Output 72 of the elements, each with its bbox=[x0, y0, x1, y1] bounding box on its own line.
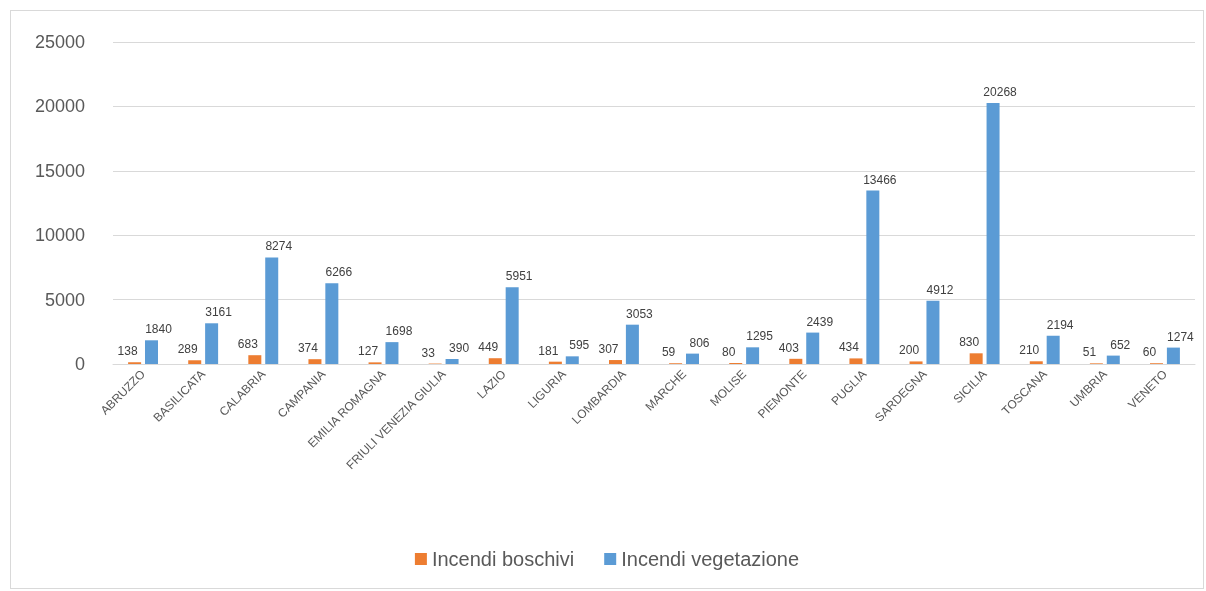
data-label: 80 bbox=[722, 344, 736, 359]
data-label: 374 bbox=[297, 341, 319, 356]
bar bbox=[385, 342, 399, 364]
data-label: 434 bbox=[838, 340, 860, 355]
data-label: 1274 bbox=[1167, 329, 1195, 344]
data-label: 595 bbox=[569, 338, 590, 353]
data-label: 13466 bbox=[863, 172, 897, 187]
data-label: 51 bbox=[1082, 345, 1097, 360]
bar bbox=[608, 360, 622, 364]
bar bbox=[445, 358, 459, 364]
bar bbox=[909, 361, 923, 364]
data-label: 390 bbox=[449, 340, 470, 355]
legend-label: Incendi boschivi bbox=[431, 548, 575, 570]
data-label: 4912 bbox=[926, 282, 954, 297]
data-label: 830 bbox=[959, 335, 980, 350]
data-label: 20268 bbox=[983, 84, 1018, 99]
bar bbox=[789, 358, 803, 364]
bar bbox=[188, 360, 202, 364]
y-tick-label: 20000 bbox=[34, 96, 85, 117]
data-label: 1840 bbox=[145, 322, 173, 337]
bar bbox=[969, 353, 983, 364]
bar bbox=[265, 257, 279, 364]
y-tick-label: 5000 bbox=[44, 289, 85, 310]
data-label: 8274 bbox=[265, 239, 293, 254]
data-label: 403 bbox=[778, 340, 800, 355]
data-label: 307 bbox=[598, 342, 619, 357]
bar bbox=[686, 353, 700, 364]
y-tick-label: 0 bbox=[74, 354, 85, 374]
bar bbox=[145, 340, 159, 364]
bar bbox=[205, 323, 219, 364]
bar bbox=[565, 356, 579, 364]
bar bbox=[806, 332, 820, 364]
data-label: 1295 bbox=[746, 329, 774, 344]
data-label: 60 bbox=[1142, 345, 1157, 360]
bar bbox=[849, 358, 863, 364]
bar bbox=[866, 190, 880, 364]
bar bbox=[625, 324, 639, 364]
data-label: 210 bbox=[1019, 343, 1040, 358]
data-label: 289 bbox=[177, 342, 199, 357]
bar bbox=[746, 347, 760, 364]
data-label: 200 bbox=[899, 343, 920, 358]
data-label: 1698 bbox=[385, 324, 413, 339]
bar bbox=[1029, 361, 1043, 364]
bar bbox=[1106, 355, 1120, 364]
data-label: 2194 bbox=[1046, 317, 1074, 332]
data-label: 449 bbox=[478, 340, 499, 355]
bar bbox=[986, 102, 1000, 364]
data-label: 2439 bbox=[806, 314, 834, 329]
data-label: 652 bbox=[1110, 337, 1131, 352]
data-label: 683 bbox=[237, 337, 259, 352]
legend-label: Incendi vegetazione bbox=[621, 548, 800, 570]
bar bbox=[1166, 347, 1180, 364]
data-label: 59 bbox=[661, 345, 676, 360]
y-tick-label: 25000 bbox=[34, 32, 85, 52]
data-label: 33 bbox=[421, 345, 436, 360]
data-label: 3161 bbox=[205, 305, 233, 320]
data-label: 181 bbox=[538, 343, 559, 358]
data-label: 5951 bbox=[505, 269, 533, 284]
bar bbox=[308, 359, 322, 364]
y-tick-label: 15000 bbox=[34, 160, 85, 181]
bar bbox=[248, 355, 262, 364]
bar bbox=[1046, 335, 1060, 364]
bar bbox=[488, 358, 502, 364]
bar bbox=[926, 300, 940, 364]
y-tick-label: 10000 bbox=[34, 225, 85, 246]
data-label: 806 bbox=[689, 335, 710, 350]
data-label: 127 bbox=[358, 344, 379, 359]
data-label: 138 bbox=[117, 344, 138, 359]
bar bbox=[325, 283, 339, 364]
bar bbox=[505, 287, 519, 364]
data-label: 6266 bbox=[325, 265, 353, 280]
data-label: 3053 bbox=[626, 306, 654, 321]
